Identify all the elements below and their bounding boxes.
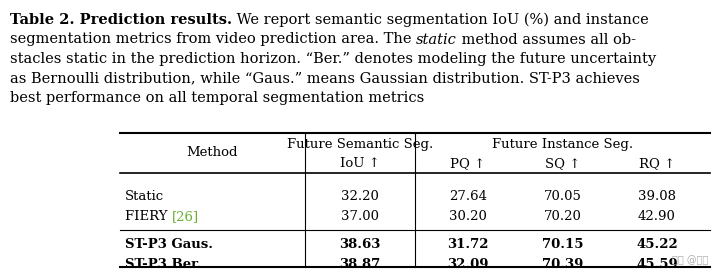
Text: best performance on all temporal segmentation metrics: best performance on all temporal segment… (10, 91, 424, 105)
Text: FIERY: FIERY (125, 211, 172, 224)
Text: Static: Static (125, 191, 164, 204)
Text: ST-P3 Ber.: ST-P3 Ber. (125, 258, 202, 271)
Text: as Bernoulli distribution, while “Gaus.” means Gaussian distribution. ST-P3 achi: as Bernoulli distribution, while “Gaus.”… (10, 71, 640, 86)
Text: 30.20: 30.20 (449, 211, 487, 224)
Text: 27.64: 27.64 (449, 191, 487, 204)
Text: 37.00: 37.00 (341, 211, 379, 224)
Text: 70.20: 70.20 (544, 211, 582, 224)
Text: 70.39: 70.39 (542, 258, 583, 271)
Text: 45.59: 45.59 (636, 258, 678, 271)
Text: 知乎 @黄浩: 知乎 @黄浩 (672, 255, 708, 265)
Text: [26]: [26] (172, 211, 199, 224)
Text: Future Instance Seg.: Future Instance Seg. (492, 138, 633, 151)
Text: We report semantic segmentation IoU (%) and instance: We report semantic segmentation IoU (%) … (232, 13, 649, 27)
Text: SQ ↑: SQ ↑ (545, 157, 580, 170)
Text: RQ ↑: RQ ↑ (639, 157, 675, 170)
Text: method assumes all ob-: method assumes all ob- (457, 32, 636, 47)
Text: IoU ↑: IoU ↑ (340, 157, 380, 170)
Text: 38.63: 38.63 (339, 237, 381, 250)
Text: 70.15: 70.15 (541, 237, 583, 250)
Text: Future Semantic Seg.: Future Semantic Seg. (287, 138, 433, 151)
Text: segmentation metrics from video prediction area. The: segmentation metrics from video predicti… (10, 32, 416, 47)
Text: 42.90: 42.90 (638, 211, 676, 224)
Text: static: static (416, 32, 457, 47)
Text: stacles static in the prediction horizon. “Ber.” denotes modeling the future unc: stacles static in the prediction horizon… (10, 52, 656, 66)
Text: ST-P3 Gaus.: ST-P3 Gaus. (125, 237, 213, 250)
Text: 32.20: 32.20 (341, 191, 379, 204)
Text: 70.05: 70.05 (544, 191, 582, 204)
Text: 39.08: 39.08 (638, 191, 676, 204)
Text: 45.22: 45.22 (636, 237, 678, 250)
Text: Table 2. Prediction results.: Table 2. Prediction results. (10, 13, 232, 27)
Text: PQ ↑: PQ ↑ (451, 157, 486, 170)
Text: Method: Method (186, 147, 238, 160)
Text: 38.87: 38.87 (339, 258, 381, 271)
Text: 31.72: 31.72 (447, 237, 489, 250)
Text: 32.09: 32.09 (447, 258, 489, 271)
